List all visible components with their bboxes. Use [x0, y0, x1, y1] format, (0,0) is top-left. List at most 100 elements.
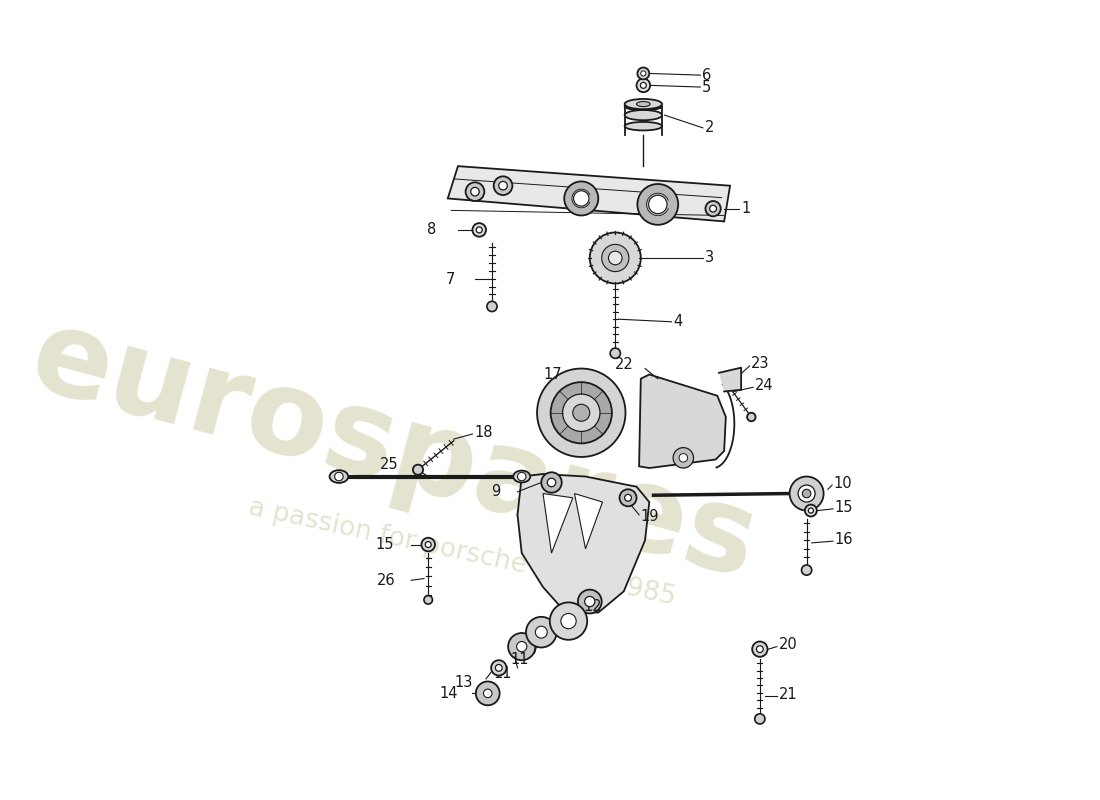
- Text: 14: 14: [440, 686, 458, 701]
- Ellipse shape: [625, 122, 662, 130]
- Circle shape: [755, 714, 764, 724]
- Text: 11: 11: [510, 652, 528, 667]
- Circle shape: [476, 682, 499, 706]
- Circle shape: [495, 665, 503, 671]
- Circle shape: [673, 448, 693, 468]
- Circle shape: [585, 597, 595, 606]
- Circle shape: [578, 590, 602, 614]
- Circle shape: [562, 394, 600, 431]
- Circle shape: [679, 454, 688, 462]
- Ellipse shape: [637, 102, 650, 106]
- Circle shape: [608, 251, 623, 265]
- Circle shape: [637, 67, 649, 79]
- Circle shape: [537, 369, 626, 457]
- Ellipse shape: [625, 99, 662, 109]
- Circle shape: [472, 223, 486, 237]
- Circle shape: [412, 465, 424, 475]
- Circle shape: [649, 195, 667, 214]
- Text: 18: 18: [474, 425, 493, 440]
- Text: 13: 13: [454, 675, 472, 690]
- Text: 5: 5: [702, 79, 712, 94]
- Text: 16: 16: [835, 532, 854, 547]
- Text: 4: 4: [673, 314, 682, 330]
- Circle shape: [551, 382, 612, 443]
- Circle shape: [471, 187, 480, 196]
- Polygon shape: [719, 368, 741, 391]
- Circle shape: [517, 642, 527, 652]
- Circle shape: [541, 472, 562, 493]
- Text: a passion for porsche since 1985: a passion for porsche since 1985: [246, 495, 679, 611]
- Circle shape: [465, 182, 484, 201]
- Circle shape: [494, 176, 513, 195]
- Circle shape: [508, 633, 536, 660]
- Circle shape: [517, 472, 526, 481]
- Circle shape: [710, 206, 716, 212]
- Circle shape: [550, 602, 587, 640]
- Polygon shape: [517, 474, 649, 613]
- Circle shape: [805, 505, 817, 517]
- Circle shape: [637, 184, 679, 225]
- Ellipse shape: [330, 470, 349, 483]
- Text: 12: 12: [583, 599, 602, 614]
- Circle shape: [641, 71, 646, 76]
- Text: eurospares: eurospares: [19, 299, 769, 603]
- Text: 23: 23: [751, 356, 770, 371]
- Text: 2: 2: [705, 120, 714, 135]
- Circle shape: [426, 542, 431, 547]
- Ellipse shape: [803, 482, 818, 505]
- Circle shape: [802, 565, 812, 575]
- Circle shape: [334, 472, 343, 481]
- Text: 15: 15: [835, 500, 854, 514]
- Text: 25: 25: [379, 457, 398, 472]
- Text: 26: 26: [377, 573, 396, 588]
- Text: 11: 11: [493, 666, 512, 682]
- Circle shape: [747, 413, 756, 422]
- Circle shape: [491, 660, 506, 675]
- Circle shape: [602, 244, 629, 271]
- Circle shape: [625, 494, 631, 501]
- Circle shape: [564, 182, 598, 215]
- Circle shape: [573, 191, 588, 206]
- Circle shape: [610, 348, 620, 358]
- Text: 15: 15: [376, 537, 394, 552]
- Text: 3: 3: [705, 250, 714, 266]
- Text: 10: 10: [834, 476, 852, 491]
- Circle shape: [637, 78, 650, 92]
- Ellipse shape: [625, 103, 662, 110]
- Circle shape: [573, 404, 590, 422]
- Text: 9: 9: [492, 484, 500, 499]
- Text: 24: 24: [755, 378, 773, 393]
- Circle shape: [752, 642, 768, 657]
- Circle shape: [548, 478, 556, 486]
- Circle shape: [487, 302, 497, 311]
- Circle shape: [498, 182, 507, 190]
- Circle shape: [590, 233, 641, 283]
- Circle shape: [790, 477, 824, 510]
- Ellipse shape: [625, 110, 662, 120]
- Circle shape: [640, 82, 647, 88]
- Circle shape: [619, 490, 637, 506]
- Circle shape: [802, 490, 811, 498]
- Circle shape: [526, 617, 557, 647]
- Circle shape: [424, 595, 432, 604]
- Text: 22: 22: [615, 357, 634, 372]
- Circle shape: [536, 626, 548, 638]
- Polygon shape: [448, 166, 730, 222]
- Text: 1: 1: [741, 201, 750, 216]
- Text: 8: 8: [428, 222, 437, 238]
- Text: 6: 6: [702, 68, 712, 82]
- Ellipse shape: [514, 470, 530, 482]
- Polygon shape: [574, 494, 603, 549]
- Circle shape: [484, 689, 492, 698]
- Circle shape: [561, 614, 576, 629]
- Text: 17: 17: [543, 367, 562, 382]
- Circle shape: [799, 485, 815, 502]
- Circle shape: [421, 538, 434, 551]
- Text: 19: 19: [641, 509, 659, 524]
- Text: 20: 20: [779, 638, 798, 653]
- Text: 21: 21: [779, 686, 798, 702]
- Circle shape: [757, 646, 763, 653]
- Polygon shape: [639, 374, 726, 468]
- Text: 7: 7: [446, 272, 455, 286]
- Circle shape: [705, 201, 720, 216]
